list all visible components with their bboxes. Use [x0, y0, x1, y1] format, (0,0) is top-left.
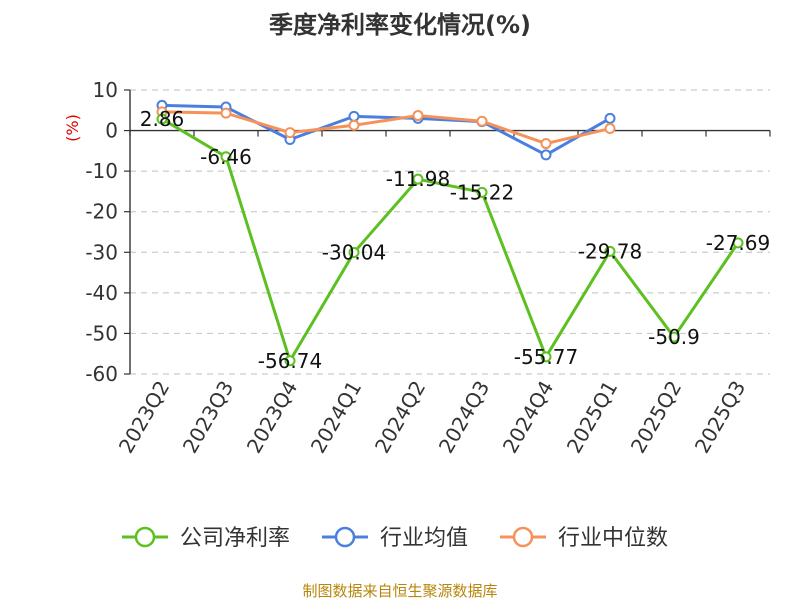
data-point[interactable] [412, 110, 424, 122]
legend-item-1[interactable]: 行业均值 [322, 526, 468, 551]
y-tick-label: -50 [85, 321, 118, 345]
data-point[interactable] [604, 245, 616, 257]
data-point[interactable] [284, 127, 296, 139]
data-labels: 2.86 -6.46 -56.74 -30.04 -11.98-15.22 -55.77 -… [140, 107, 771, 373]
data-label: -50.9 [648, 325, 700, 349]
legend-marker [134, 526, 156, 548]
legend-item-0[interactable]: 公司净利率 [122, 526, 290, 551]
data-point[interactable] [476, 115, 488, 127]
y-tick-label: -60 [85, 362, 118, 386]
data-point[interactable] [540, 138, 552, 150]
legend-label: 公司净利率 [180, 526, 290, 551]
x-tick-label: 2025Q2 [626, 377, 686, 458]
series-line-2 [161, 110, 611, 146]
data-point[interactable] [348, 119, 360, 131]
data-point[interactable] [668, 331, 680, 343]
x-tick-label: 2025Q3 [690, 377, 750, 458]
data-label: -29.78 [578, 239, 642, 263]
data-point[interactable] [284, 355, 296, 367]
data-point[interactable] [220, 151, 232, 163]
x-tick-label: 2024Q1 [306, 377, 366, 458]
y-tick-label: 10 [93, 78, 118, 102]
data-label: -11.98 [386, 167, 450, 191]
x-tick-label: 2025Q1 [562, 377, 622, 458]
chart-title: 季度净利率变化情况(%) [269, 11, 531, 39]
legend-label: 行业均值 [380, 526, 468, 551]
legend-marker [334, 526, 356, 548]
data-point[interactable] [412, 173, 424, 185]
x-tick-label: 2024Q4 [498, 377, 558, 458]
data-point[interactable] [540, 351, 552, 363]
legend: 公司净利率 行业均值 行业中位数 [122, 526, 668, 551]
x-tick-label: 2023Q2 [114, 377, 174, 458]
x-tick-label: 2023Q3 [178, 377, 238, 458]
data-point[interactable] [476, 186, 488, 198]
y-tick-label: -40 [85, 281, 118, 305]
legend-item-2[interactable]: 行业中位数 [500, 526, 668, 551]
data-point[interactable] [220, 107, 232, 119]
data-label: -55.77 [514, 345, 578, 369]
data-label: -15.22 [450, 180, 514, 204]
x-tick-label: 2024Q3 [434, 377, 494, 458]
x-tick-label: 2023Q4 [242, 377, 302, 458]
data-label: -6.46 [200, 145, 252, 169]
y-tick-label: -10 [85, 159, 118, 183]
source-caption: 制图数据来自恒生聚源数据库 [302, 582, 497, 600]
data-point[interactable] [732, 237, 744, 249]
data-label: 2.86 [140, 107, 185, 131]
series-line-0 [161, 117, 740, 363]
data-point[interactable] [156, 113, 168, 125]
x-tick-label: 2024Q2 [370, 377, 430, 458]
data-label: -56.74 [258, 349, 322, 373]
y-tick-label: 0 [105, 119, 118, 143]
data-point[interactable] [348, 110, 360, 122]
y-tick-label: -20 [85, 200, 118, 224]
data-point[interactable] [604, 123, 616, 135]
data-point[interactable] [348, 246, 360, 258]
data-point[interactable] [604, 112, 616, 124]
data-label: -30.04 [322, 240, 386, 264]
grid-lines [130, 89, 770, 375]
data-point[interactable] [540, 149, 552, 161]
y-axis-unit-label: (%) [63, 114, 82, 142]
legend-marker [512, 526, 534, 548]
y-tick-label: -30 [85, 240, 118, 264]
series-lines [156, 99, 744, 367]
data-label: -27.69 [706, 231, 770, 255]
series-line-1 [161, 103, 611, 157]
legend-label: 行业中位数 [558, 526, 668, 551]
